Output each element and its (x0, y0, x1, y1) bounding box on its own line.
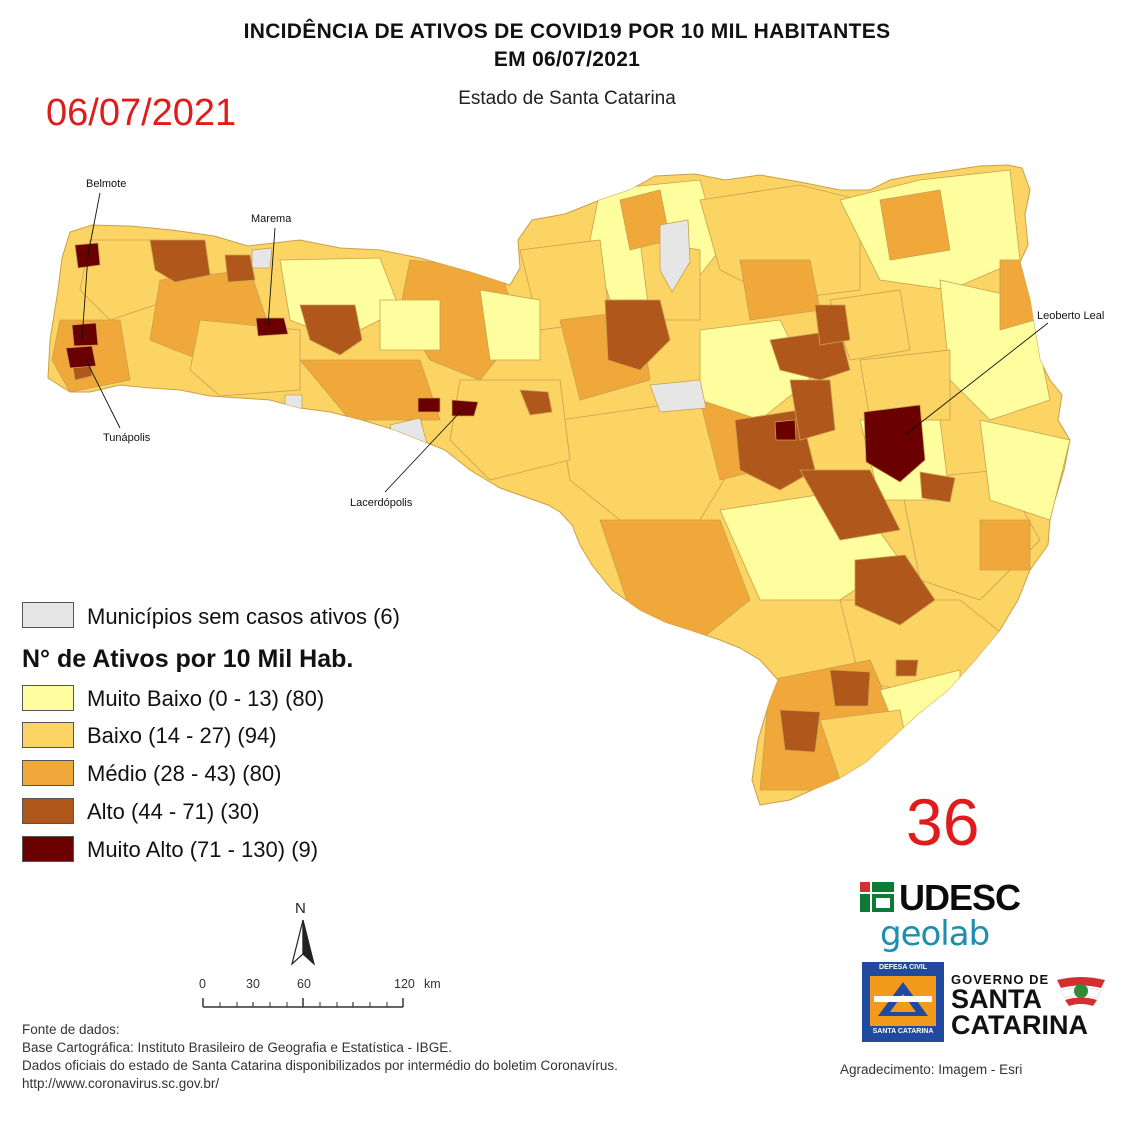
defesa-civil-top-text: DEFESA CIVIL (879, 964, 927, 971)
north-label: N (295, 900, 306, 917)
callout-belmote: Belmote (86, 178, 127, 190)
callout-tunapolis: Tunápolis (103, 432, 151, 444)
active-count-number: 36 (906, 785, 980, 859)
defesa-civil-bottom-text: SANTA CATARINA (872, 1028, 934, 1035)
defesa-civil-logo: DEFESA CIVIL SANTA CATARINA (862, 962, 944, 1042)
callout-marema: Marema (251, 213, 292, 225)
legend-swatch-muito-baixo (22, 685, 74, 711)
legend-label-muito-alto: Muito Alto (71 - 130) (9) (87, 837, 319, 862)
legend-swatch-no-cases (22, 602, 74, 628)
scale-tick-30: 30 (246, 977, 260, 991)
legend-swatch-muito-alto (22, 836, 74, 862)
esri-credit: Agradecimento: Imagem - Esri (840, 1062, 1023, 1077)
legend-swatch-baixo (22, 722, 74, 748)
legend-heading: N° de Ativos por 10 Mil Hab. (22, 645, 354, 673)
source-url: http://www.coronavirus.sc.gov.br/ (22, 1076, 220, 1091)
source-sc-data: Dados oficiais do estado de Santa Catari… (22, 1058, 618, 1073)
defesa-civil-triangle-icon (874, 982, 932, 1016)
legend-label-muito-baixo: Muito Baixo (0 - 13) (80) (87, 686, 325, 711)
north-arrow-icon (290, 919, 316, 966)
legend-label-medio: Médio (28 - 43) (80) (87, 761, 282, 786)
scale-bar (202, 998, 404, 1008)
map-subtitle: Estado de Santa Catarina (458, 88, 676, 109)
map-title-line1: INCIDÊNCIA DE ATIVOS DE COVID19 POR 10 M… (243, 20, 891, 43)
source-heading: Fonte de dados: (22, 1022, 120, 1037)
sc-flag-icon (1057, 977, 1105, 1006)
legend-label-no-cases: Municípios sem casos ativos (6) (87, 604, 400, 629)
gov-logo-line1: GOVERNO DE (951, 972, 1050, 987)
geolab-logo: geolab (880, 914, 990, 954)
legend-swatch-alto (22, 798, 74, 824)
scale-unit: km (424, 977, 441, 991)
defesa-civil-emblem (870, 976, 936, 1026)
udesc-logo-icon (860, 882, 894, 912)
udesc-logo-text: UDESC (899, 877, 1021, 918)
callout-lacerdopolis: Lacerdópolis (350, 497, 413, 509)
map-title-line2: EM 06/07/2021 (493, 48, 641, 71)
legend-label-alto: Alto (44 - 71) (30) (87, 799, 260, 824)
legend-swatch-medio (22, 760, 74, 786)
scale-tick-120: 120 (394, 977, 415, 991)
legend-label-baixo: Baixo (14 - 27) (94) (87, 723, 277, 748)
source-ibge: Base Cartográfica: Instituto Brasileiro … (22, 1040, 452, 1055)
scale-tick-60: 60 (297, 977, 311, 991)
date-stamp: 06/07/2021 (46, 92, 237, 134)
callout-leoberto-leal: Leoberto Leal (1037, 310, 1105, 322)
scale-tick-0: 0 (199, 977, 206, 991)
gov-logo-line2: SANTA (951, 984, 1042, 1014)
gov-logo-line3: CATARINA (951, 1010, 1088, 1040)
